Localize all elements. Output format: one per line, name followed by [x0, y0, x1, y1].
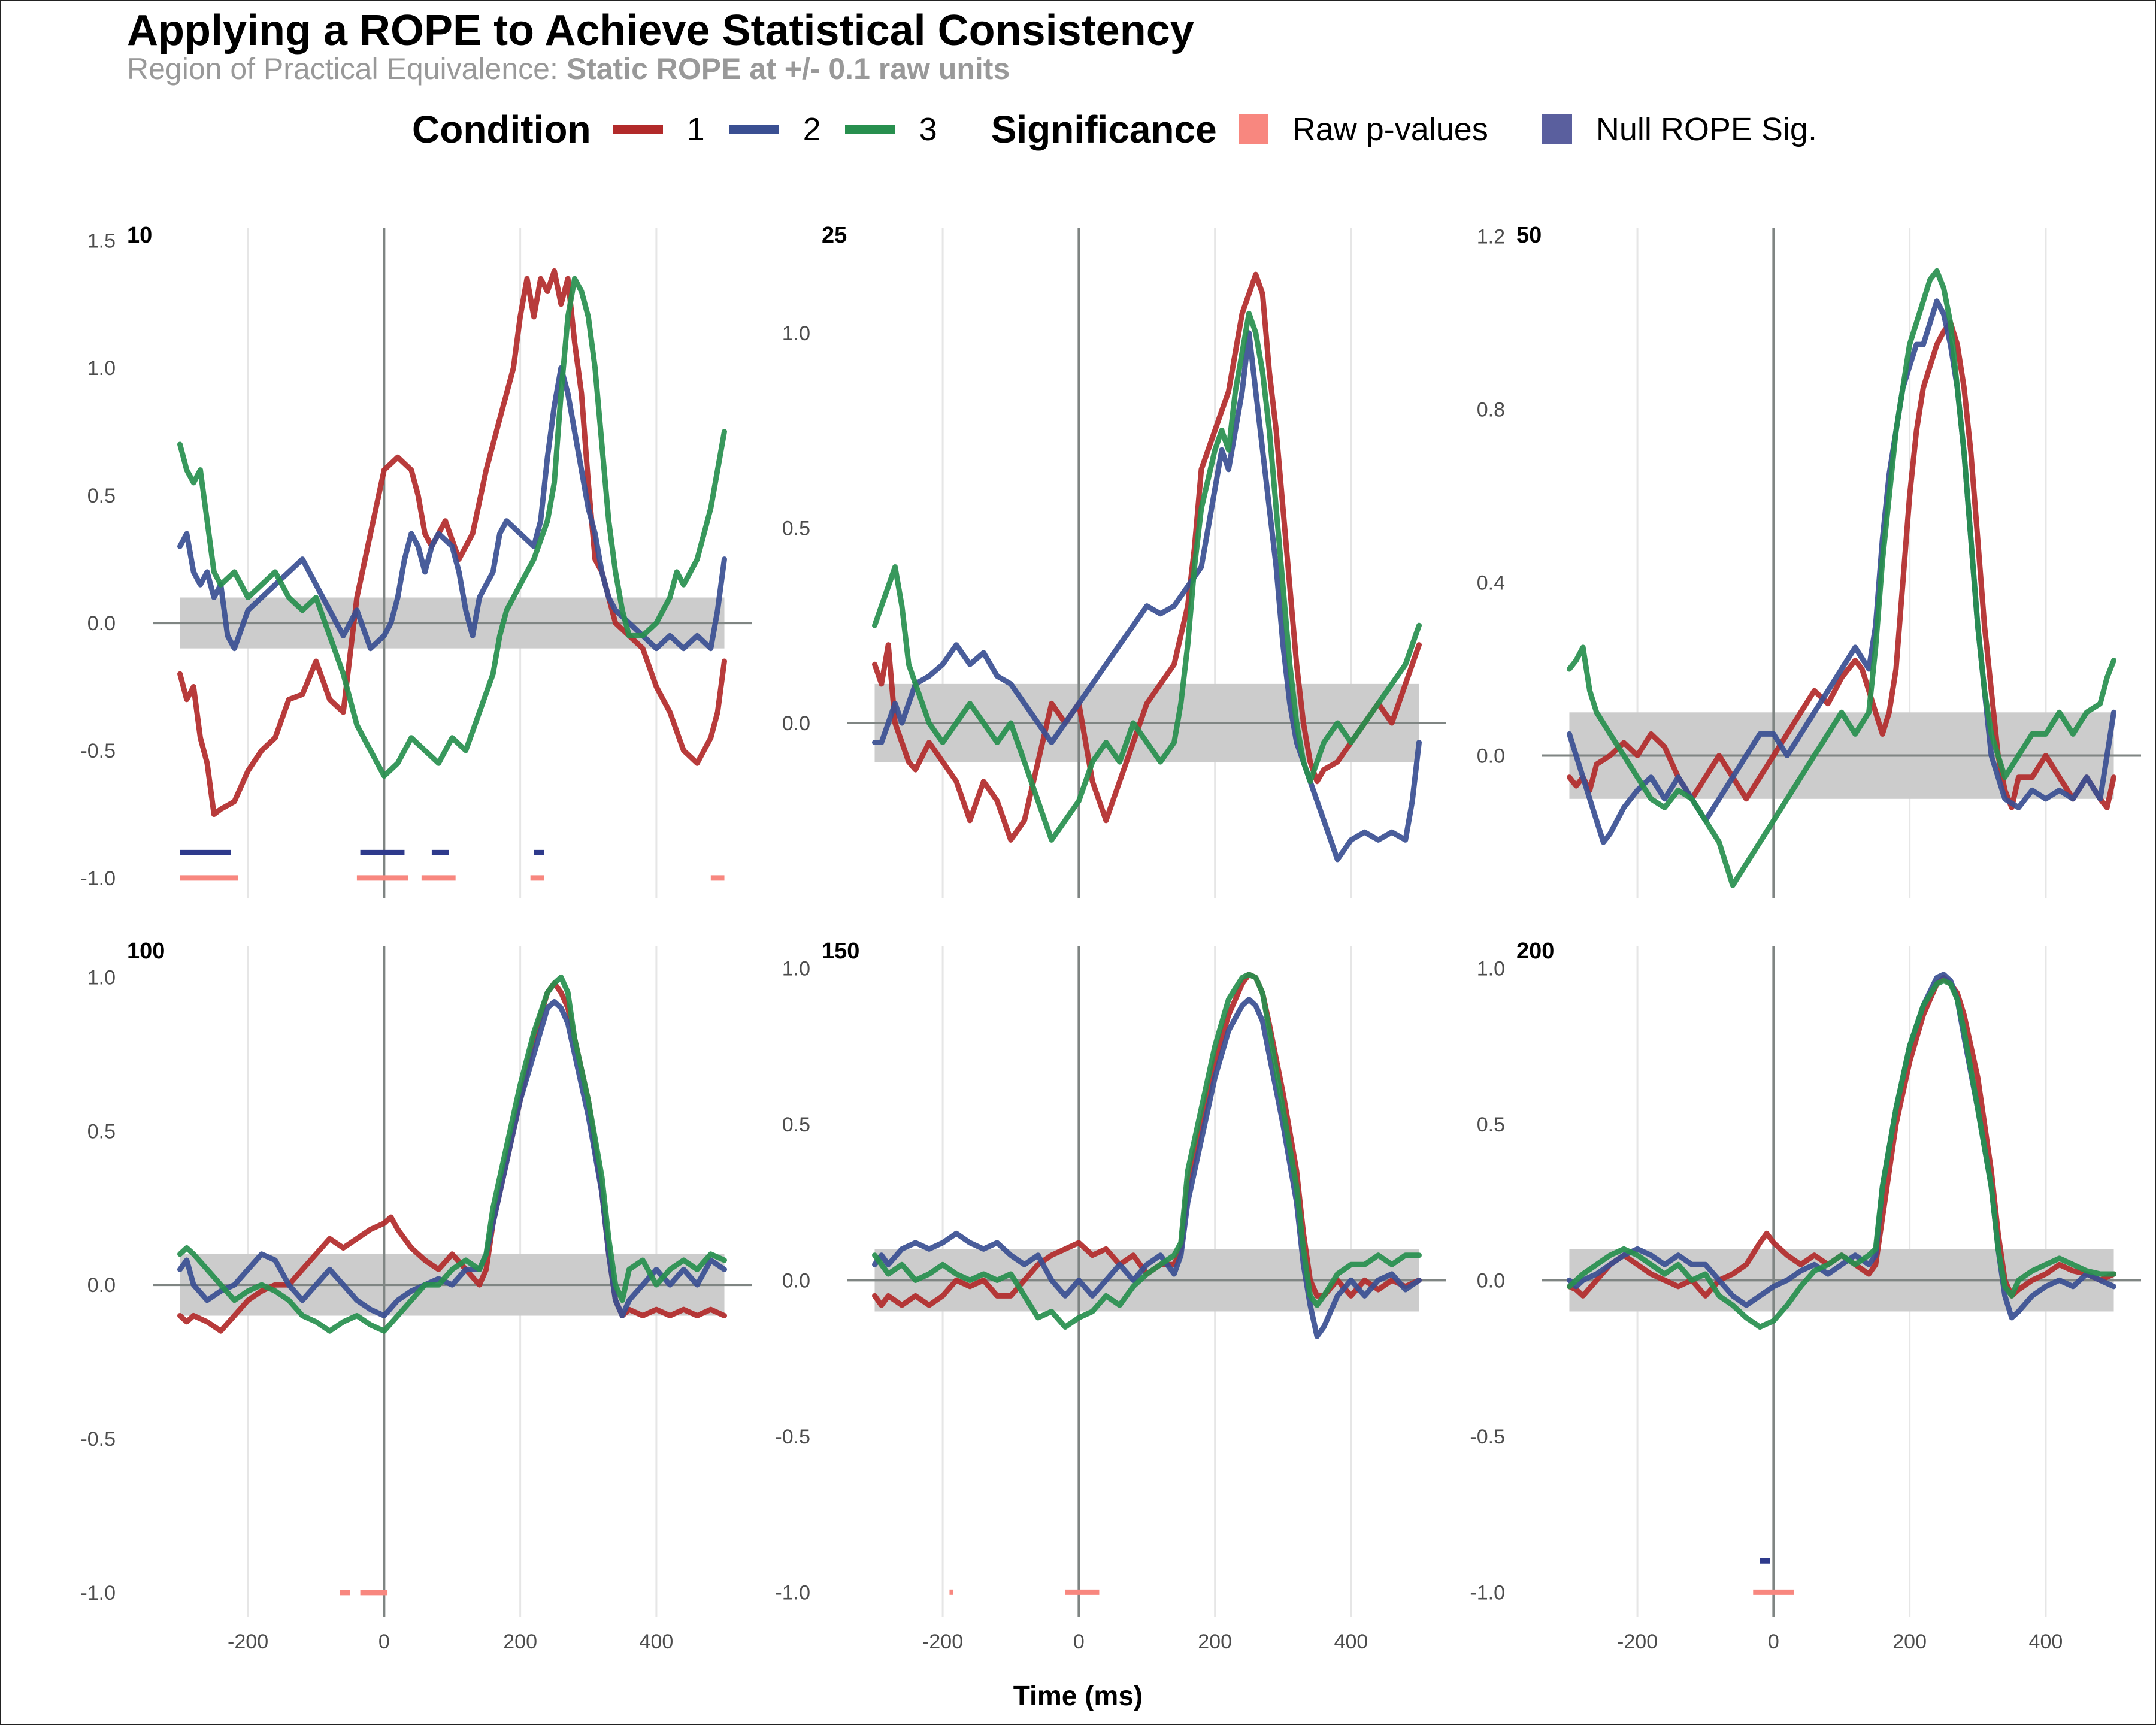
y-tick-label: -0.5 — [1470, 1426, 1505, 1448]
y-tick-label: 0.0 — [87, 1274, 116, 1297]
legend-label-condition-2: 2 — [803, 111, 821, 147]
y-tick-label: 1.2 — [1477, 225, 1505, 248]
chart-subtitle: Region of Practical Equivalence: Static … — [127, 52, 1010, 86]
x-tick-label: 200 — [1892, 1630, 1927, 1653]
legend-condition-title: Condition — [412, 108, 591, 151]
panel-200: 200 -1.0 -0.5 0.0 0.5 1.0 -200 0 200 400 — [1470, 939, 2141, 1653]
legend: Condition 1 2 3 Significance Raw p-value… — [412, 105, 1841, 153]
panel-50: 50 0.0 0.4 0.8 1.2 — [1477, 223, 2141, 898]
legend-label-condition-1: 1 — [686, 111, 705, 147]
x-tick-label: -200 — [1617, 1630, 1658, 1653]
y-tick-label: 0.5 — [87, 485, 116, 507]
subtitle-prefix: Region of Practical Equivalence: — [127, 52, 567, 86]
legend-item-null-rope-sig: Null ROPE Sig. — [1542, 111, 1817, 148]
y-tick-label: -1.0 — [775, 1581, 810, 1604]
series-line-condition-3 — [177, 974, 727, 1334]
y-tick-label: -0.5 — [80, 740, 116, 762]
legend-swatch-condition-1 — [612, 125, 663, 134]
chart-title: Applying a ROPE to Achieve Statistical C… — [127, 7, 1194, 55]
y-tick-label: -1.0 — [80, 1582, 116, 1605]
series-line-condition-3 — [1567, 268, 2116, 888]
legend-item-condition-3: 3 — [844, 111, 937, 148]
x-tick-label: 0 — [1768, 1630, 1779, 1653]
legend-label-condition-3: 3 — [919, 111, 937, 147]
legend-item-raw-p-values: Raw p-values — [1238, 111, 1488, 148]
legend-item-condition-2: 2 — [728, 111, 821, 148]
legend-item-condition-1: 1 — [612, 111, 705, 148]
y-tick-label: 1.5 — [87, 229, 116, 252]
series-line-condition-3 — [1567, 978, 2116, 1330]
x-axis-title: Time (ms) — [1013, 1680, 1143, 1711]
series-line-condition-1 — [872, 972, 1422, 1308]
panel-25: 25 0.0 0.5 1.0 — [782, 223, 1446, 898]
subtitle-rope-description: Static ROPE at +/- 0.1 raw units — [566, 52, 1010, 86]
legend-label-raw-p-values: Raw p-values — [1292, 111, 1488, 147]
x-tick-label: 200 — [503, 1630, 537, 1653]
x-tick-label: -200 — [228, 1630, 268, 1653]
facet-label: 100 — [127, 939, 165, 964]
y-tick-label: 0.5 — [782, 517, 810, 540]
facet-label: 25 — [822, 223, 847, 248]
y-tick-label: 0.0 — [782, 712, 810, 735]
x-tick-label: 200 — [1198, 1630, 1232, 1653]
facet-label: 200 — [1516, 939, 1554, 964]
panel-150: 150 -1.0 -0.5 0.0 0.5 1.0 -200 0 200 400 — [775, 939, 1446, 1653]
series-line-condition-2 — [872, 997, 1422, 1339]
panel-10: 10 -1.0 -0.5 0.0 0.5 1.0 1.5 — [80, 223, 752, 898]
series-line-condition-1 — [1567, 975, 2116, 1299]
y-tick-label: -0.5 — [775, 1426, 810, 1448]
legend-swatch-condition-3 — [844, 125, 895, 134]
panel-100: 100 -1.0 -0.5 0.0 0.5 1.0 -200 0 200 400 — [80, 939, 752, 1653]
series-line-condition-3 — [177, 276, 727, 779]
facet-label: 10 — [127, 223, 152, 248]
y-tick-label: 0.0 — [1477, 745, 1505, 768]
y-tick-label: -1.0 — [80, 867, 116, 890]
facet-label: 50 — [1516, 223, 1542, 248]
y-tick-label: 0.5 — [782, 1113, 810, 1136]
y-tick-label: 1.0 — [87, 966, 116, 989]
y-tick-label: 0.0 — [87, 612, 116, 635]
series-line-condition-2 — [1567, 972, 2116, 1321]
legend-swatch-raw-p-values — [1238, 114, 1268, 144]
x-tick-label: 0 — [378, 1630, 390, 1653]
y-tick-label: -1.0 — [1470, 1581, 1505, 1604]
legend-label-null-rope-sig: Null ROPE Sig. — [1595, 111, 1817, 147]
y-tick-label: 0.8 — [1477, 398, 1505, 421]
x-tick-label: 400 — [2029, 1630, 2063, 1653]
series-line-condition-1 — [177, 268, 727, 817]
y-tick-label: 0.0 — [1477, 1269, 1505, 1292]
x-tick-label: 400 — [640, 1630, 674, 1653]
y-tick-label: 0.5 — [87, 1120, 116, 1143]
y-tick-label: 1.0 — [1477, 957, 1505, 980]
series-line-condition-3 — [872, 310, 1422, 843]
y-tick-label: 0.0 — [782, 1269, 810, 1292]
x-tick-label: 0 — [1073, 1630, 1085, 1653]
y-tick-label: 1.0 — [782, 322, 810, 345]
series-line-condition-1 — [872, 271, 1422, 843]
facet-label: 150 — [822, 939, 859, 964]
series-line-condition-2 — [177, 365, 727, 652]
legend-significance-title: Significance — [991, 108, 1217, 151]
y-tick-label: 0.5 — [1477, 1113, 1505, 1136]
series-line-condition-3 — [872, 972, 1422, 1330]
y-tick-label: 0.4 — [1477, 572, 1505, 595]
x-tick-label: -200 — [922, 1630, 963, 1653]
y-tick-label: -0.5 — [80, 1428, 116, 1451]
legend-swatch-condition-2 — [728, 125, 779, 134]
x-tick-label: 400 — [1334, 1630, 1368, 1653]
y-tick-label: 1.0 — [782, 957, 810, 980]
legend-swatch-null-rope-sig — [1542, 114, 1572, 144]
y-tick-label: 1.0 — [87, 357, 116, 380]
